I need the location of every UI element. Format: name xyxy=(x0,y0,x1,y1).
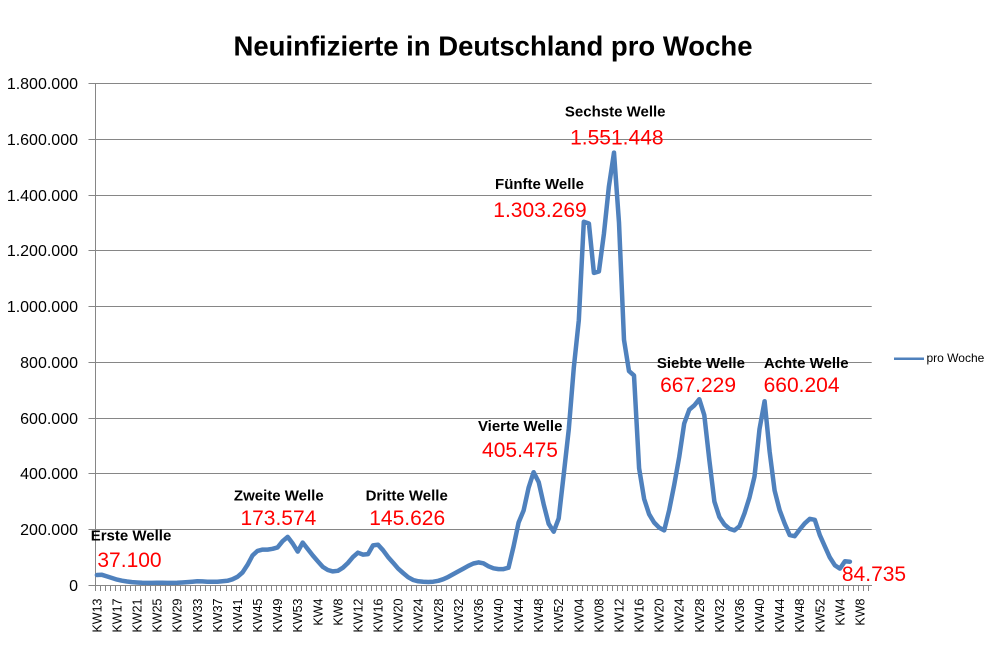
svg-text:KW8: KW8 xyxy=(331,598,345,625)
svg-text:KW24: KW24 xyxy=(412,598,426,632)
svg-text:1.551.448: 1.551.448 xyxy=(570,127,663,150)
svg-text:Siebte Welle: Siebte Welle xyxy=(657,355,745,372)
svg-text:KW40: KW40 xyxy=(753,598,767,632)
svg-text:Achte Welle: Achte Welle xyxy=(764,355,849,372)
svg-text:Fünfte Welle: Fünfte Welle xyxy=(495,176,584,193)
svg-text:KW36: KW36 xyxy=(733,598,747,632)
svg-text:KW4: KW4 xyxy=(311,598,325,625)
svg-text:1.200.000: 1.200.000 xyxy=(7,243,78,260)
svg-text:KW4: KW4 xyxy=(833,598,847,625)
svg-text:KW41: KW41 xyxy=(231,598,245,632)
svg-text:Dritte Welle: Dritte Welle xyxy=(366,488,448,505)
svg-text:37.100: 37.100 xyxy=(97,549,161,572)
svg-text:KW28: KW28 xyxy=(432,598,446,632)
svg-text:KW12: KW12 xyxy=(613,598,627,632)
svg-text:KW08: KW08 xyxy=(592,598,606,632)
svg-text:KW36: KW36 xyxy=(472,598,486,632)
svg-text:KW32: KW32 xyxy=(713,598,727,632)
svg-text:Erste Welle: Erste Welle xyxy=(91,528,172,545)
svg-text:667.229: 667.229 xyxy=(660,374,736,397)
svg-text:KW49: KW49 xyxy=(271,598,285,632)
svg-text:800.000: 800.000 xyxy=(20,355,78,372)
svg-text:405.475: 405.475 xyxy=(482,439,558,462)
svg-text:KW20: KW20 xyxy=(653,598,667,632)
svg-text:KW24: KW24 xyxy=(673,598,687,632)
svg-text:1.303.269: 1.303.269 xyxy=(493,199,586,222)
svg-text:KW29: KW29 xyxy=(171,598,185,632)
svg-text:84.735: 84.735 xyxy=(842,563,906,586)
svg-text:KW48: KW48 xyxy=(532,598,546,632)
svg-text:KW16: KW16 xyxy=(633,598,647,632)
svg-text:Sechste Welle: Sechste Welle xyxy=(565,104,666,121)
svg-text:Neuinfizierte in Deutschland p: Neuinfizierte in Deutschland pro Woche xyxy=(234,31,753,62)
svg-text:KW20: KW20 xyxy=(392,598,406,632)
svg-text:KW17: KW17 xyxy=(111,598,125,632)
svg-text:KW21: KW21 xyxy=(131,598,145,632)
svg-text:Zweite Welle: Zweite Welle xyxy=(234,488,324,505)
svg-text:KW52: KW52 xyxy=(552,598,566,632)
svg-text:1.800.000: 1.800.000 xyxy=(7,76,78,93)
svg-text:KW37: KW37 xyxy=(211,598,225,632)
svg-text:660.204: 660.204 xyxy=(764,374,840,397)
svg-text:173.574: 173.574 xyxy=(240,507,316,530)
svg-text:400.000: 400.000 xyxy=(20,466,78,483)
svg-text:KW32: KW32 xyxy=(452,598,466,632)
svg-text:145.626: 145.626 xyxy=(369,507,445,530)
svg-text:KW12: KW12 xyxy=(351,598,365,632)
svg-text:KW40: KW40 xyxy=(492,598,506,632)
svg-text:KW44: KW44 xyxy=(773,598,787,632)
svg-text:0: 0 xyxy=(69,578,78,595)
svg-text:KW28: KW28 xyxy=(693,598,707,632)
svg-text:1.400.000: 1.400.000 xyxy=(7,188,78,205)
svg-text:pro Woche: pro Woche xyxy=(927,351,985,365)
svg-text:KW13: KW13 xyxy=(90,598,104,632)
svg-text:600.000: 600.000 xyxy=(20,411,78,428)
svg-text:KW45: KW45 xyxy=(251,598,265,632)
svg-text:1.000.000: 1.000.000 xyxy=(7,299,78,316)
svg-text:200.000: 200.000 xyxy=(20,522,78,539)
svg-text:KW8: KW8 xyxy=(853,598,867,625)
svg-text:KW25: KW25 xyxy=(151,598,165,632)
svg-text:KW04: KW04 xyxy=(572,598,586,632)
svg-text:KW53: KW53 xyxy=(291,598,305,632)
svg-text:KW33: KW33 xyxy=(191,598,205,632)
svg-text:Vierte Welle: Vierte Welle xyxy=(478,418,563,435)
svg-text:KW44: KW44 xyxy=(512,598,526,632)
svg-text:KW52: KW52 xyxy=(813,598,827,632)
svg-text:KW16: KW16 xyxy=(372,598,386,632)
svg-text:1.600.000: 1.600.000 xyxy=(7,132,78,149)
svg-text:KW48: KW48 xyxy=(793,598,807,632)
